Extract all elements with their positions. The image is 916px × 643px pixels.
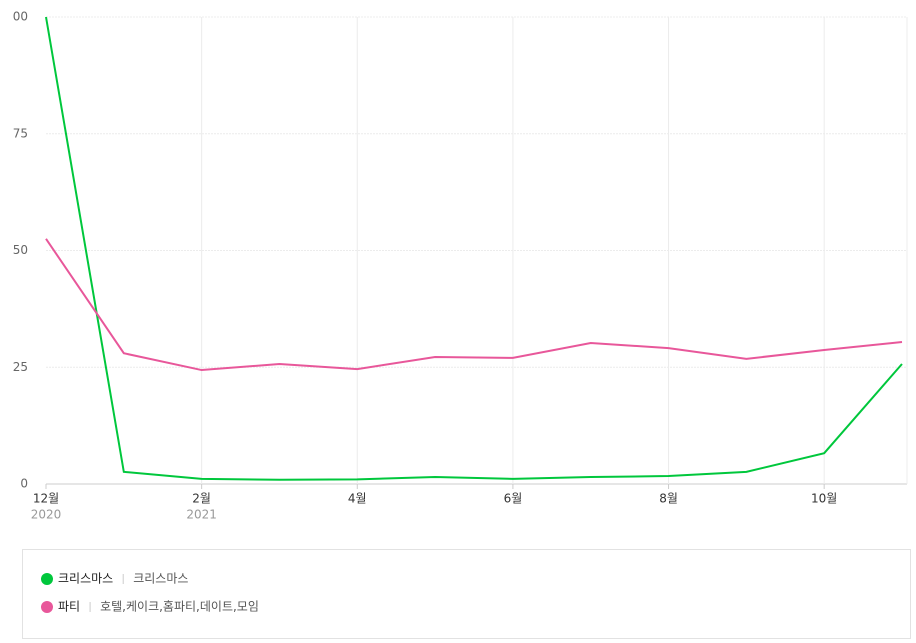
legend-box — [22, 549, 911, 639]
legend-name: 크리스마스 — [58, 572, 113, 586]
x-tick-label: 4월 — [348, 492, 367, 506]
x-tick-label: 10월 — [811, 492, 837, 506]
series-line — [45, 238, 903, 372]
y-tick-label: 25 — [13, 360, 28, 374]
x-tick-label: 8월 — [659, 492, 678, 506]
legend-name: 파티 — [58, 600, 80, 614]
x-tick-label: 2월 — [192, 492, 211, 506]
series-line — [45, 16, 903, 481]
legend-dot — [41, 601, 53, 613]
y-tick-label: 75 — [13, 126, 28, 140]
y-tick-label: 50 — [13, 243, 28, 257]
legend-keywords: 호텔,케이크,홈파티,데이트,모임 — [100, 600, 259, 614]
y-tick-label: 0 — [20, 477, 28, 491]
x-year-label: 2020 — [31, 508, 62, 522]
y-tick-label: 00 — [13, 10, 28, 24]
x-year-label: 2021 — [186, 508, 217, 522]
legend-keywords: 크리스마스 — [133, 572, 188, 586]
legend-dot — [41, 573, 53, 585]
x-tick-label: 12월 — [33, 492, 59, 506]
x-tick-label: 6월 — [504, 492, 523, 506]
